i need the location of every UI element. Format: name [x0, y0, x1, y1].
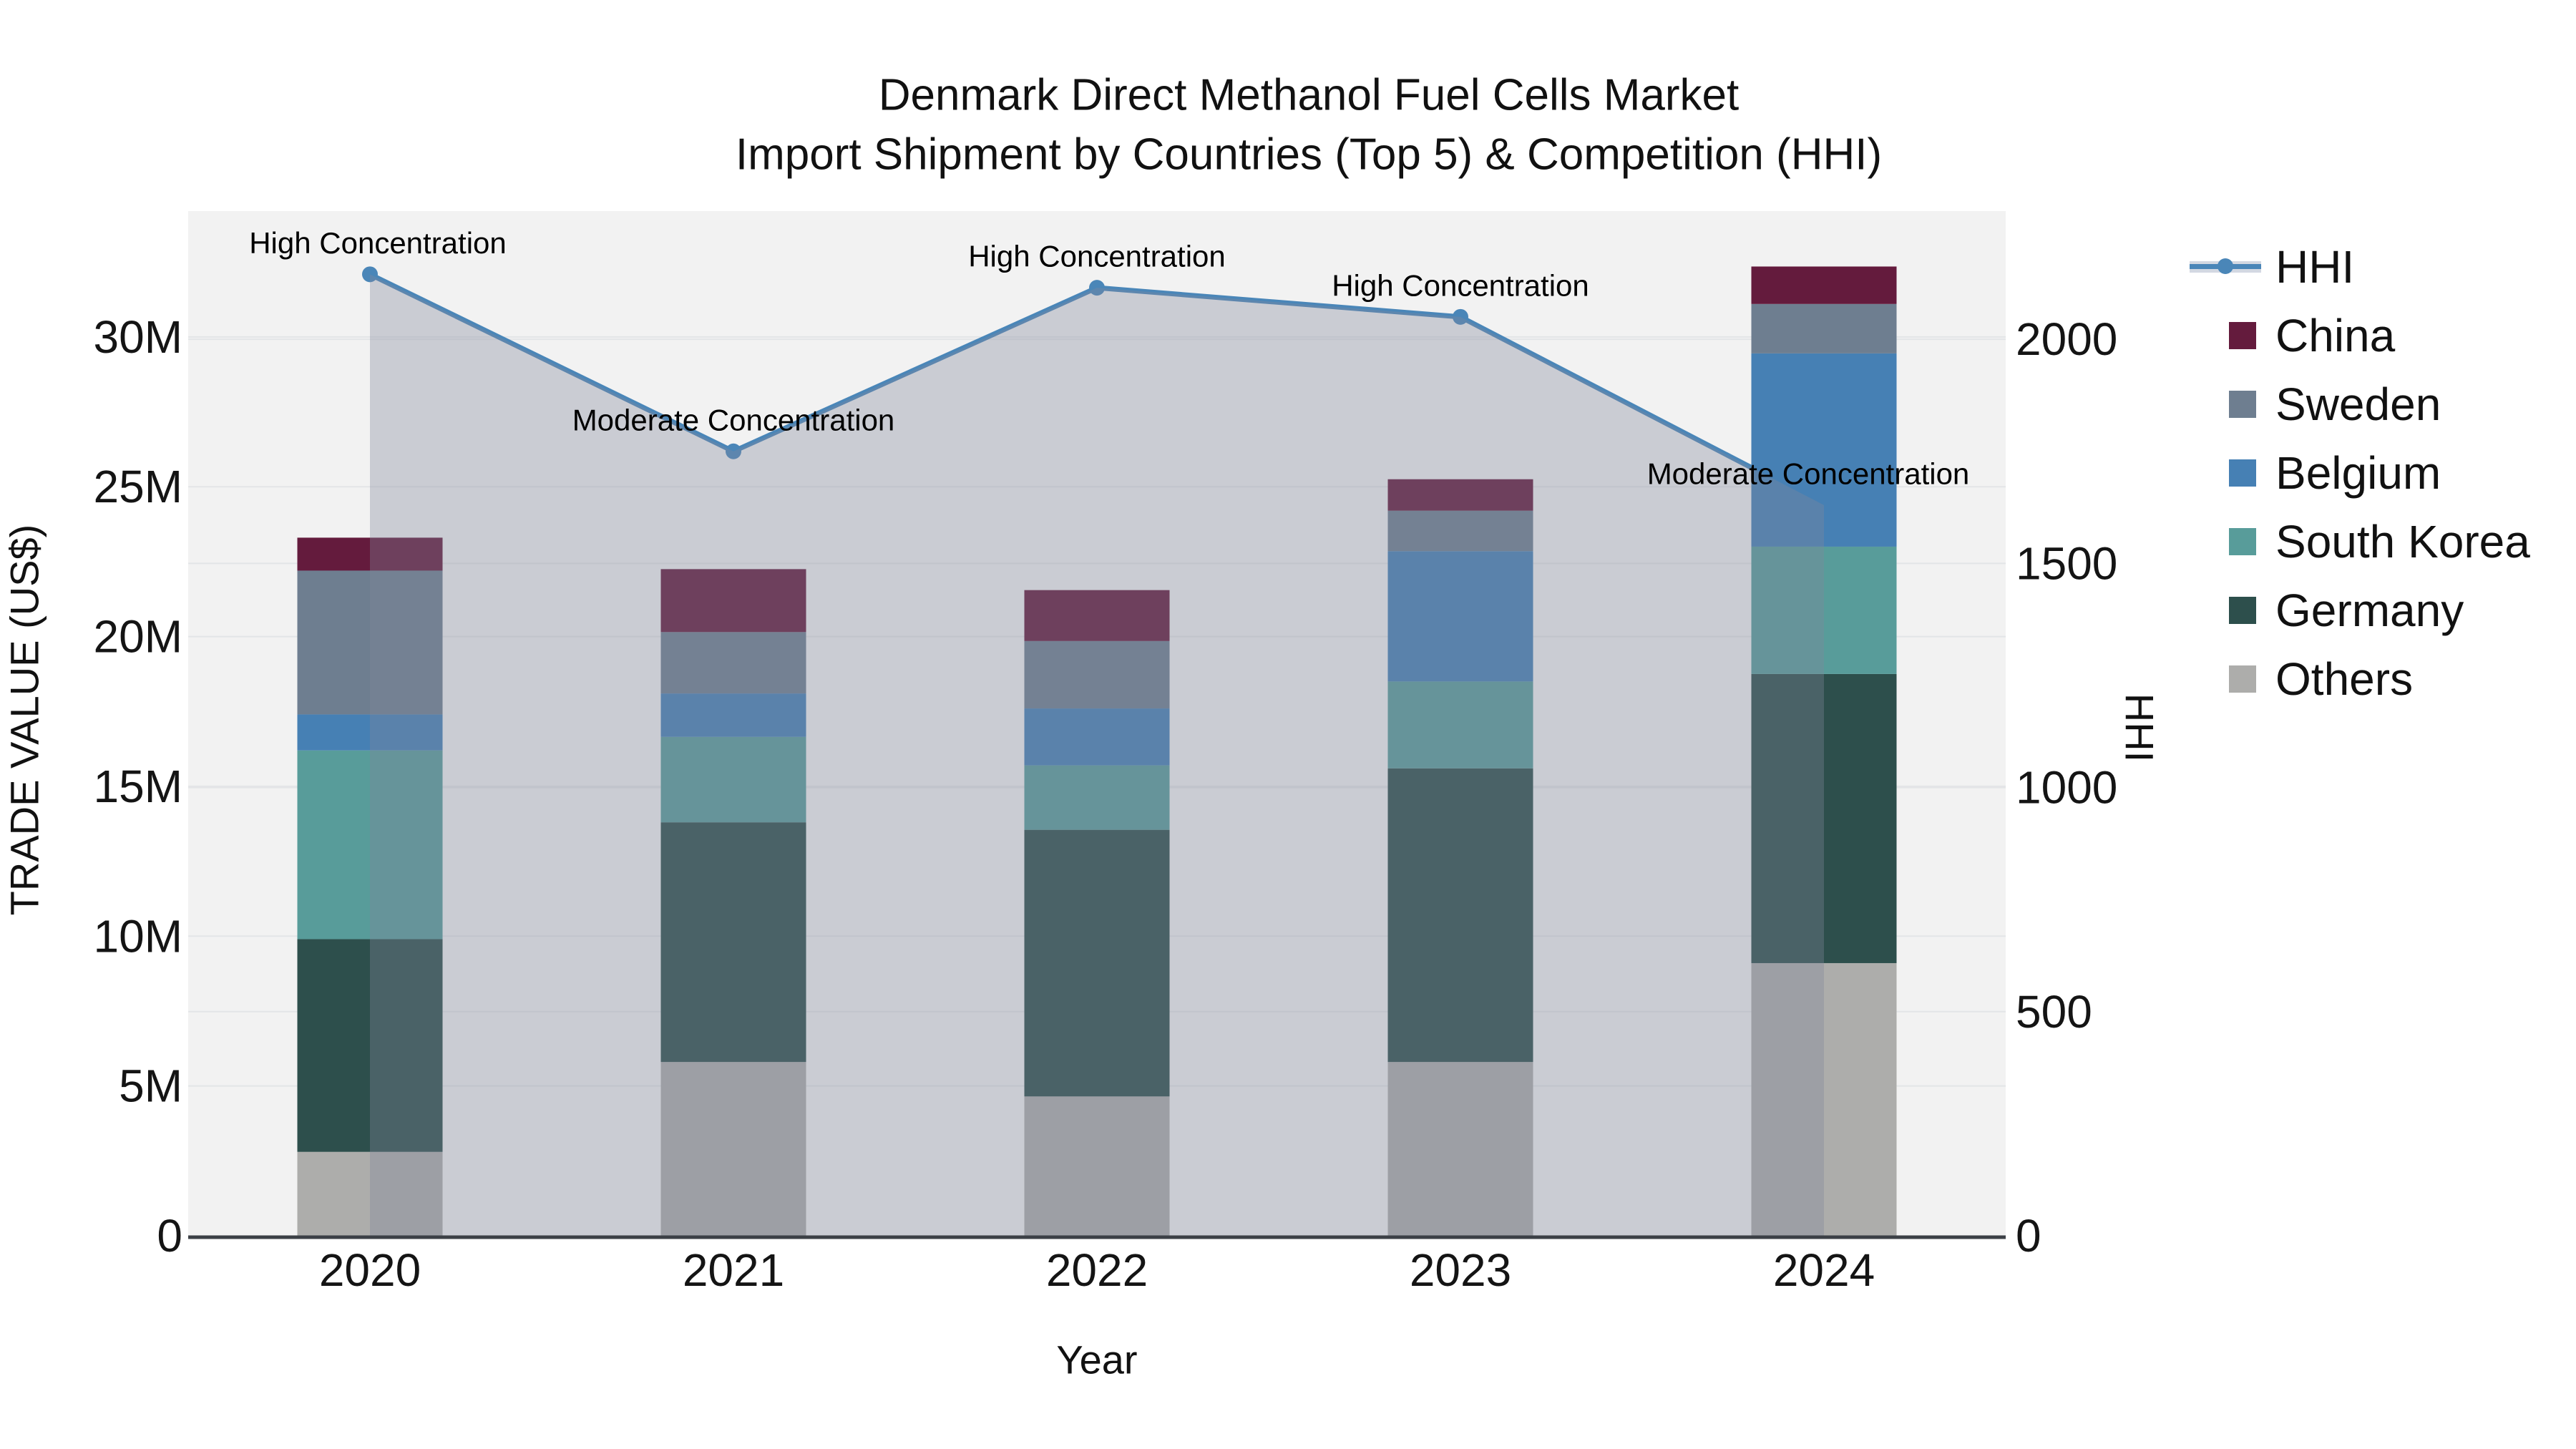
- bar-segment-2023-south-korea: [1387, 681, 1533, 769]
- bar-segment-2020-china: [297, 537, 443, 571]
- legend-label-belgium: Belgium: [2275, 447, 2441, 499]
- legend-color-swatch: [2190, 576, 2261, 645]
- bar-segment-2021-sweden: [660, 632, 806, 694]
- y-left-tick-10M: 10M: [94, 910, 183, 962]
- y-left-tick-0: 0: [157, 1210, 182, 1262]
- color-swatch-sweden: [2229, 391, 2256, 418]
- y-left-tick-20M: 20M: [94, 611, 183, 663]
- annotation-2023: High Concentration: [1332, 268, 1589, 302]
- bar-segment-2022-sweden: [1024, 640, 1170, 709]
- x-tick-2023: 2023: [1410, 1244, 1511, 1296]
- chart-title-line1: Denmark Direct Methanol Fuel Cells Marke…: [878, 70, 1740, 120]
- bar-segment-2020-belgium: [297, 714, 443, 751]
- legend-color-swatch: [2190, 439, 2261, 507]
- legend-line-swatch: [2190, 233, 2261, 301]
- legend-label-south-korea: South Korea: [2275, 516, 2530, 567]
- bar-segment-2023-sweden: [1387, 510, 1533, 552]
- bar-segment-2021-germany: [660, 822, 806, 1063]
- bar-segment-2023-others: [1387, 1062, 1533, 1236]
- bar-segment-2023-belgium: [1387, 551, 1533, 682]
- bar-segment-2021-china: [660, 569, 806, 633]
- legend-color-swatch: [2190, 507, 2261, 576]
- bar-segment-2024-belgium: [1751, 353, 1897, 547]
- bar-segment-2021-belgium: [660, 693, 806, 737]
- color-swatch-others: [2229, 665, 2256, 693]
- legend-label-others: Others: [2275, 653, 2414, 705]
- hhi-marker-2022: [1089, 280, 1105, 296]
- color-swatch-belgium: [2229, 459, 2256, 487]
- legend-item-belgium[interactable]: Belgium: [2190, 439, 2530, 507]
- legend-item-hhi[interactable]: HHI: [2190, 233, 2530, 301]
- annotation-2020: High Concentration: [249, 226, 507, 260]
- bar-segment-2023-china: [1387, 479, 1533, 511]
- bar-segment-2020-sweden: [297, 570, 443, 715]
- bar-segment-2022-belgium: [1024, 708, 1170, 766]
- x-tick-2024: 2024: [1773, 1244, 1875, 1296]
- chart-title-line2: Import Shipment by Countries (Top 5) & C…: [735, 130, 1883, 180]
- y-left-tick-25M: 25M: [94, 461, 183, 512]
- bar-segment-2024-china: [1751, 266, 1897, 304]
- bar-segment-2021-others: [660, 1062, 806, 1236]
- annotation-2021: Moderate Concentration: [572, 403, 895, 436]
- bar-segment-2024-germany: [1751, 673, 1897, 963]
- y-left-tick-30M: 30M: [94, 311, 183, 363]
- bar-segment-2022-others: [1024, 1096, 1170, 1236]
- annotation-2022: High Concentration: [968, 240, 1226, 273]
- bar-segment-2022-germany: [1024, 829, 1170, 1097]
- bar-segment-2021-south-korea: [660, 736, 806, 823]
- x-axis-title: Year: [1056, 1337, 1138, 1382]
- legend-label-sweden: Sweden: [2275, 379, 2441, 430]
- legend: HHI China Sweden Belgium South Korea Germany O…: [2190, 233, 2530, 713]
- legend-color-swatch: [2190, 645, 2261, 713]
- annotation-2024: Moderate Concentration: [1647, 457, 1970, 490]
- hhi-area-fill: [370, 274, 1824, 1236]
- y-left-tick-5M: 5M: [119, 1060, 182, 1112]
- hhi-marker-2023: [1453, 308, 1468, 325]
- legend-item-others[interactable]: Others: [2190, 645, 2530, 713]
- bar-segment-2023-germany: [1387, 768, 1533, 1063]
- x-tick-2022: 2022: [1046, 1244, 1148, 1296]
- legend-item-germany[interactable]: Germany: [2190, 576, 2530, 645]
- bar-segment-2020-others: [297, 1151, 443, 1236]
- y-right-tick-2000: 2000: [2016, 313, 2117, 365]
- hhi-marker-swatch: [2218, 258, 2233, 274]
- hhi-marker-2020: [362, 266, 378, 283]
- bar-segment-2022-china: [1024, 590, 1170, 641]
- y-axis-left-title: TRADE VALUE (US$): [1, 524, 47, 916]
- y-right-tick-0: 0: [2016, 1210, 2041, 1262]
- y-right-tick-1000: 1000: [2016, 762, 2117, 814]
- legend-label-china: China: [2275, 310, 2396, 361]
- bar-segment-2020-south-korea: [297, 750, 443, 940]
- legend-item-china[interactable]: China: [2190, 301, 2530, 370]
- hhi-marker-2021: [726, 443, 741, 459]
- bar-segment-2024-south-korea: [1751, 546, 1897, 674]
- y-left-tick-15M: 15M: [94, 761, 183, 812]
- bar-segment-2024-others: [1751, 962, 1897, 1236]
- color-swatch-south-korea: [2229, 528, 2256, 555]
- bar-segment-2020-germany: [297, 939, 443, 1152]
- bar-segment-2024-sweden: [1751, 303, 1897, 353]
- x-tick-2021: 2021: [683, 1244, 784, 1296]
- color-swatch-china: [2229, 322, 2256, 349]
- legend-color-swatch: [2190, 370, 2261, 439]
- legend-label-hhi: HHI: [2275, 241, 2355, 293]
- legend-item-south-korea[interactable]: South Korea: [2190, 507, 2530, 576]
- y-right-tick-500: 500: [2016, 986, 2092, 1038]
- y-right-tick-1500: 1500: [2016, 537, 2117, 589]
- x-tick-2020: 2020: [319, 1244, 421, 1296]
- legend-color-swatch: [2190, 301, 2261, 370]
- legend-item-sweden[interactable]: Sweden: [2190, 370, 2530, 439]
- color-swatch-germany: [2229, 597, 2256, 624]
- legend-label-germany: Germany: [2275, 585, 2464, 636]
- y-axis-right-title: HHI: [2117, 693, 2162, 763]
- bar-segment-2022-south-korea: [1024, 765, 1170, 830]
